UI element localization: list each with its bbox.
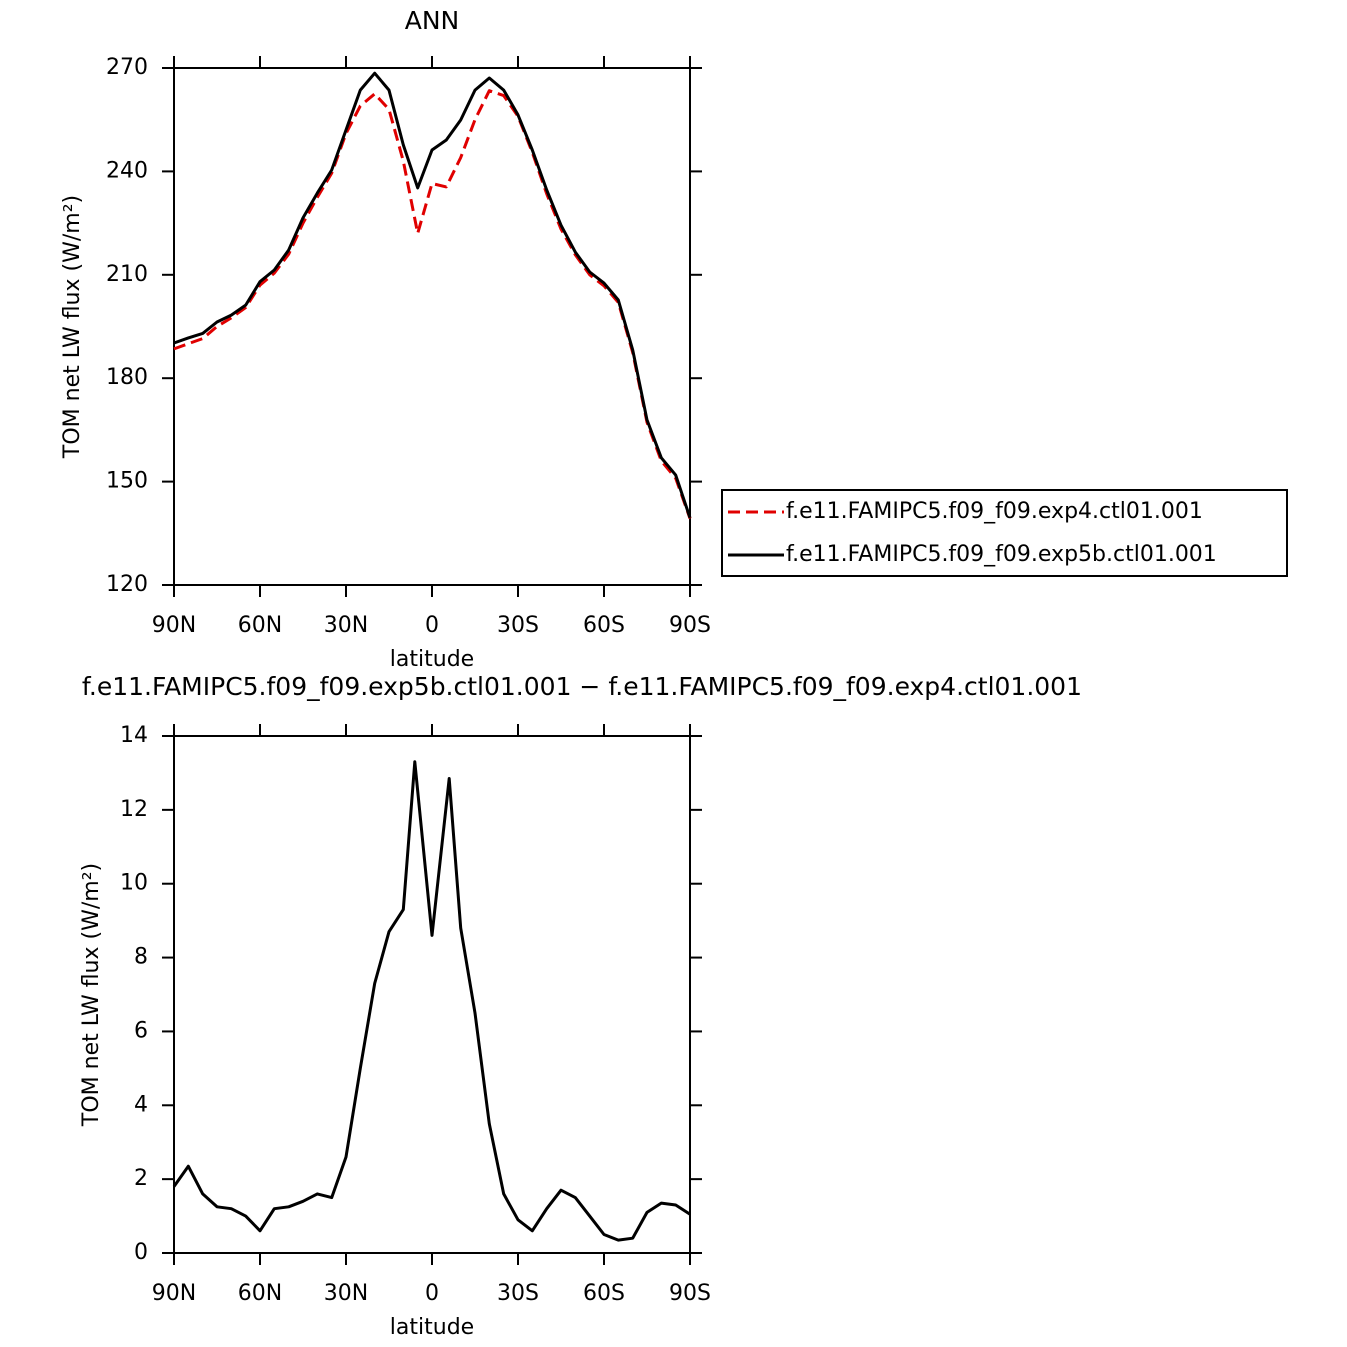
y-axis-label: TOM net LW flux (W/m²) xyxy=(79,863,104,1127)
y-axis-label: TOM net LW flux (W/m²) xyxy=(60,195,85,459)
y-tick-label: 8 xyxy=(134,945,148,970)
legend-label: f.e11.FAMIPC5.f09_f09.exp4.ctl01.001 xyxy=(786,499,1203,524)
y-tick-label: 4 xyxy=(134,1092,148,1117)
x-tick-label: 60N xyxy=(238,613,282,638)
data-line xyxy=(172,760,691,1242)
y-tick-label: 150 xyxy=(106,469,148,494)
x-tick-label: 30S xyxy=(497,1281,539,1306)
x-tick-label: 0 xyxy=(425,1281,439,1306)
x-axis-label: latitude xyxy=(390,1315,474,1340)
y-tick-label: 0 xyxy=(134,1240,148,1265)
y-tick-label: 6 xyxy=(134,1018,148,1043)
y-tick-label: 14 xyxy=(120,723,148,748)
x-tick-label: 30S xyxy=(497,613,539,638)
legend: f.e11.FAMIPC5.f09_f09.exp4.ctl01.001 f.e1… xyxy=(721,489,1288,577)
legend-label: f.e11.FAMIPC5.f09_f09.exp5b.ctl01.001 xyxy=(786,542,1217,567)
plot-frame xyxy=(173,735,691,1254)
data-line xyxy=(173,71,692,519)
x-tick-label: 60S xyxy=(583,613,625,638)
plot-frame xyxy=(173,67,691,586)
x-tick-label: 60S xyxy=(583,1281,625,1306)
x-tick-label: 90S xyxy=(669,613,711,638)
x-tick-label: 60N xyxy=(238,1281,282,1306)
y-tick-label: 120 xyxy=(106,572,148,597)
x-tick-label: 0 xyxy=(425,613,439,638)
y-tick-label: 270 xyxy=(106,55,148,80)
y-tick-label: 12 xyxy=(120,797,148,822)
legend-box xyxy=(721,489,1288,577)
y-tick-label: 2 xyxy=(134,1166,148,1191)
chart-title: f.e11.FAMIPC5.f09_f09.exp5b.ctl01.001 − … xyxy=(82,672,1082,701)
y-tick-label: 10 xyxy=(120,871,148,896)
data-line xyxy=(173,89,692,520)
y-tick-label: 180 xyxy=(106,365,148,390)
y-tick-label: 240 xyxy=(106,158,148,183)
x-tick-label: 30N xyxy=(324,1281,368,1306)
x-tick-label: 30N xyxy=(324,613,368,638)
x-tick-label: 90S xyxy=(669,1281,711,1306)
x-axis-label: latitude xyxy=(390,647,474,672)
chart-title: ANN xyxy=(405,6,460,35)
y-tick-label: 210 xyxy=(106,262,148,287)
x-tick-label: 90N xyxy=(152,613,196,638)
x-tick-label: 90N xyxy=(152,1281,196,1306)
